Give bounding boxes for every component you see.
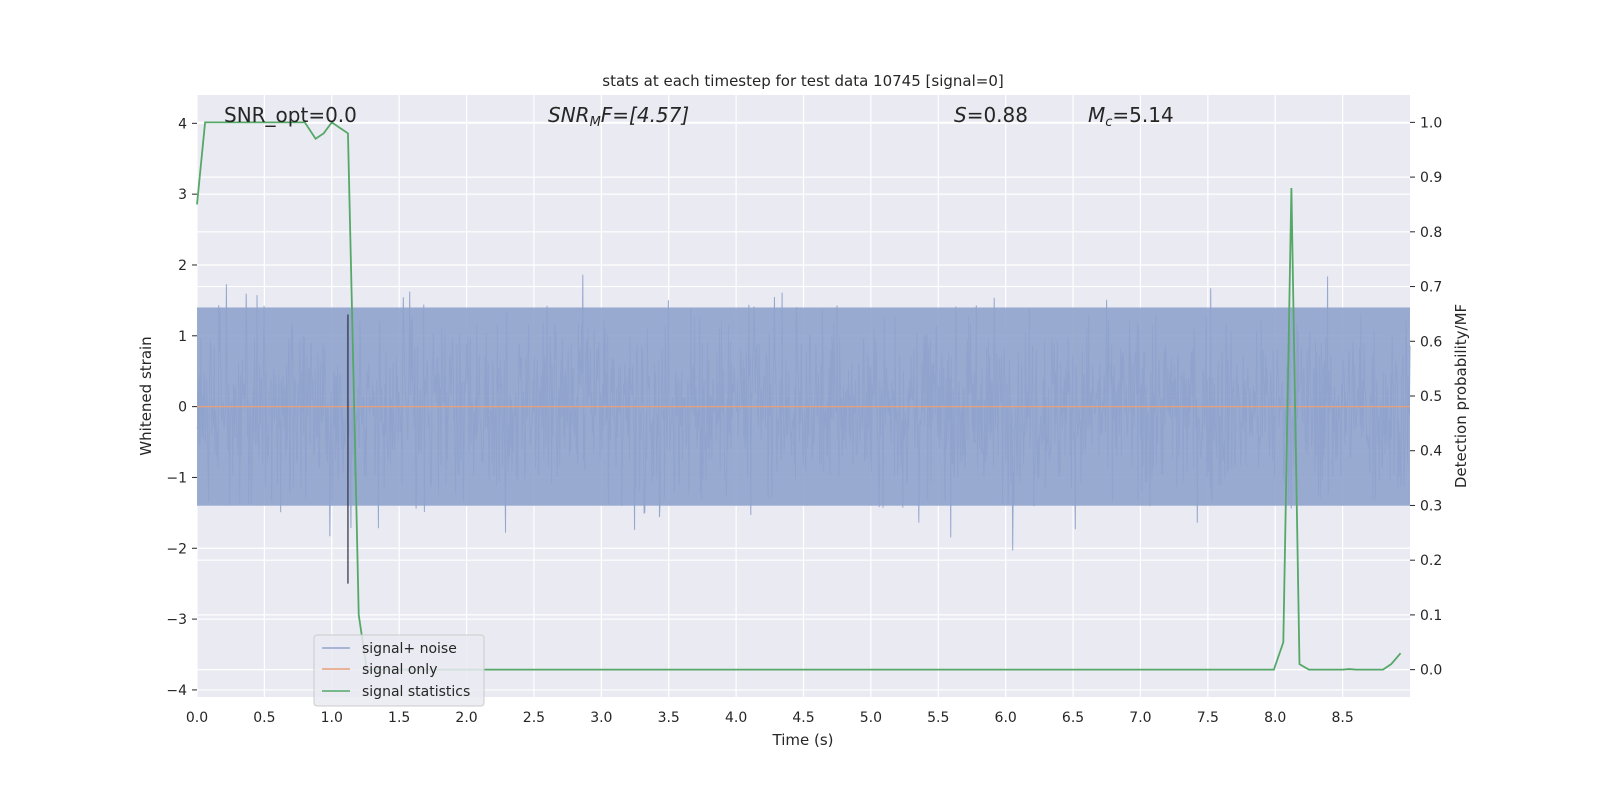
y-tick-label-right: 0.1: [1420, 608, 1442, 624]
y-tick-label-right: 0.5: [1420, 389, 1442, 405]
y-tick-label-left: −3: [166, 612, 187, 628]
x-tick-label: 4.5: [792, 710, 814, 726]
y-tick-label-right: 0.0: [1420, 663, 1442, 679]
mc-rest: =5.14: [1112, 103, 1173, 127]
x-tick-label: 3.5: [658, 710, 680, 726]
x-tick-label: 2.5: [523, 710, 545, 726]
mc-annotation: Mc=5.14: [1088, 103, 1174, 130]
y-tick-label-left: 3: [178, 187, 187, 203]
x-tick-label: 6.5: [1062, 710, 1084, 726]
s-annotation: S=0.88: [954, 103, 1028, 127]
snr-opt-annotation: SNR_opt=0.0: [224, 103, 357, 127]
legend-label-noise: signal+ noise: [362, 641, 457, 657]
y-axis-left-ticks: 4 3 2 1 0 −1 −2 −3 −4: [166, 116, 197, 699]
mc-base: M: [1088, 103, 1105, 127]
y-tick-label-left: 1: [178, 329, 187, 345]
snr-mf-sub: M: [590, 115, 601, 130]
snr-mf-rest: F=[4.57]: [601, 103, 689, 127]
y-tick-label-right: 0.2: [1420, 553, 1442, 569]
y-tick-label-right: 0.6: [1420, 334, 1442, 350]
s-base: S: [954, 103, 967, 127]
legend-label-signal-only: signal only: [362, 662, 437, 678]
y-tick-label-left: −4: [166, 683, 187, 699]
x-tick-label: 7.0: [1129, 710, 1151, 726]
x-tick-label: 5.5: [927, 710, 949, 726]
x-tick-label: 2.0: [455, 710, 477, 726]
x-tick-label: 7.5: [1197, 710, 1219, 726]
y-tick-label-left: 0: [178, 400, 187, 416]
legend-box: [313, 634, 485, 707]
x-tick-label: 3.0: [590, 710, 612, 726]
x-tick-label: 0.0: [186, 710, 208, 726]
x-axis-ticks: 0.0 0.5 1.0 1.5 2.0 2.5 3.0 3.5 4.0 4.5 5.0 5.5 6.0 6…: [186, 710, 1354, 726]
x-tick-label: 6.0: [995, 710, 1017, 726]
x-tick-label: 1.0: [321, 710, 343, 726]
chart-title: stats at each timestep for test data 107…: [602, 72, 1003, 90]
y-axis-right-label: Detection probability/MF: [1452, 304, 1470, 488]
legend-label-signal-statistics: signal statistics: [362, 684, 470, 700]
x-axis-label: Time (s): [772, 731, 834, 749]
x-tick-label: 5.0: [860, 710, 882, 726]
mc-sub: c: [1105, 115, 1112, 130]
y-tick-label-right: 0.3: [1420, 498, 1442, 514]
snr-mf-base: SNR: [548, 103, 590, 127]
x-tick-label: 1.5: [388, 710, 410, 726]
y-tick-label-left: −1: [166, 470, 187, 486]
y-tick-label-left: 2: [178, 258, 187, 274]
y-tick-label-left: −2: [166, 541, 187, 557]
x-tick-label: 4.0: [725, 710, 747, 726]
y-tick-label-right: 0.4: [1420, 444, 1442, 460]
y-tick-label-left: 4: [178, 116, 187, 132]
x-tick-label: 0.5: [253, 710, 275, 726]
legend: signal+ noise signal only signal statist…: [313, 634, 485, 707]
x-tick-label: 8.5: [1331, 710, 1353, 726]
x-tick-label: 8.0: [1264, 710, 1286, 726]
s-rest: =0.88: [967, 103, 1028, 127]
y-axis-right-ticks: 1.0 0.9 0.8 0.7 0.6 0.5 0.4 0.3 0.2 0.1 0.0: [1410, 115, 1442, 679]
y-axis-left-label: Whitened strain: [137, 336, 155, 455]
y-tick-label-right: 1.0: [1420, 115, 1442, 131]
y-tick-label-right: 0.9: [1420, 170, 1442, 186]
y-tick-label-right: 0.8: [1420, 225, 1442, 241]
snr-mf-annotation: SNRMF=[4.57]: [548, 103, 689, 130]
y-tick-label-right: 0.7: [1420, 280, 1442, 296]
